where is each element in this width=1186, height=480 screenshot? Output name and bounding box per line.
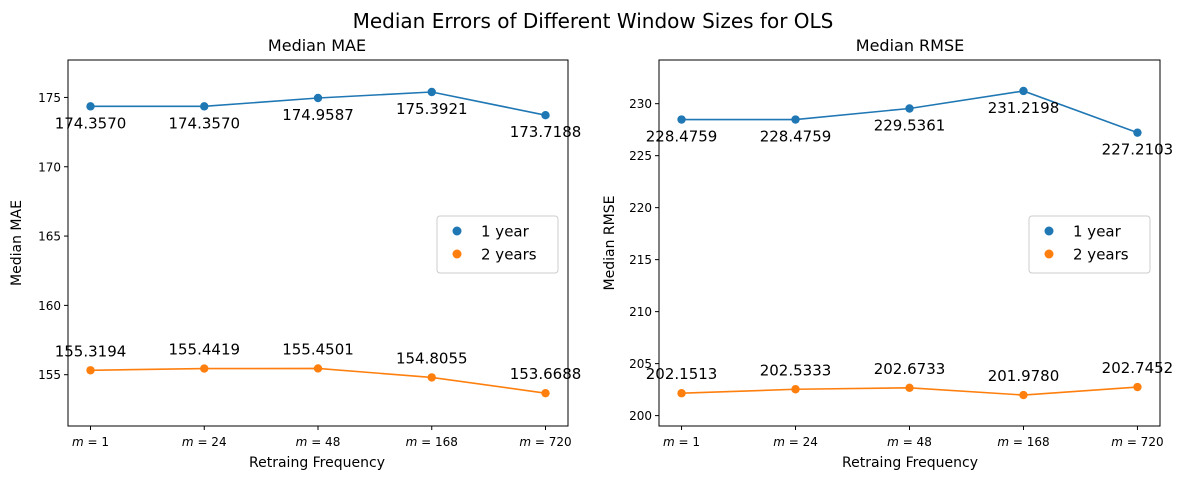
mae-xtick-label: m = 24 (182, 435, 227, 449)
subplot-rmse: Median RMSE Retraing Frequency Median RM… (602, 36, 1173, 471)
rmse-series-2-point (791, 385, 800, 394)
mae-legend: 1 year 2 years (436, 215, 559, 274)
rmse-legend-marker (1044, 226, 1054, 236)
rmse-series-2-point (905, 383, 914, 393)
mae-xtick-label: m = 48 (296, 435, 341, 449)
rmse-series-1-data-label: 231.2198 (988, 99, 1060, 117)
mae-xtick-label: m = 168 (406, 435, 458, 449)
rmse-series-1-point (791, 115, 800, 124)
mae-plot-area: 155 160 165 170 175 m = 1 m = 24 m = 48 m = 168 m… (38, 59, 582, 449)
rmse-xtick-label: m = 720 (1111, 435, 1163, 449)
mae-ytick-label: 165 (38, 230, 61, 244)
mae-ytick-label: 155 (38, 368, 61, 382)
mae-legend-box (436, 215, 559, 274)
rmse-series-1-point (1133, 128, 1142, 137)
rmse-series-1-data-label: 228.4759 (646, 128, 718, 146)
mae-legend-marker (452, 226, 462, 236)
mae-series-1-point (313, 93, 323, 103)
rmse-xtick-label: m = 168 (997, 435, 1049, 449)
mae-title: Median MAE (268, 36, 366, 55)
mae-series-1-data-label: 173.7188 (510, 123, 582, 141)
mae-series-2-point (427, 373, 436, 382)
rmse-series-1-data-label: 227.2103 (1102, 141, 1174, 159)
rmse-series-2-data-label: 201.9780 (988, 367, 1060, 385)
rmse-legend-label: 1 year (1073, 223, 1122, 241)
rmse-legend-label: 2 years (1073, 246, 1129, 264)
mae-ytick-label: 175 (38, 91, 61, 105)
mae-series-2-point (313, 364, 323, 373)
mae-series-1-point (200, 102, 209, 111)
mae-xtick-label: m = 720 (519, 435, 571, 449)
rmse-series-2-data-label: 202.6733 (874, 360, 946, 378)
mae-series-2-point (541, 388, 550, 398)
mae-series-2-data-label: 155.4419 (168, 341, 240, 359)
rmse-series-2-point (1133, 382, 1142, 392)
rmse-xtick-label: m = 1 (663, 435, 700, 449)
mae-series-1-point (427, 87, 436, 97)
rmse-series-1-point (905, 104, 914, 113)
mae-series-1-data-label: 174.3570 (55, 114, 127, 132)
mae-ytick-label: 170 (38, 160, 61, 174)
mae-series-1-point (541, 110, 550, 120)
rmse-ylabel: Median RMSE (602, 196, 618, 291)
rmse-xtick-label: m = 24 (773, 435, 818, 449)
mae-xlabel: Retraing Frequency (249, 455, 385, 471)
rmse-ytick-label: 210 (629, 305, 652, 319)
mae-xtick-label: m = 1 (72, 435, 109, 449)
rmse-title: Median RMSE (856, 36, 964, 55)
mae-series-2-data-label: 155.4501 (282, 340, 354, 358)
mae-series-1-data-label: 174.3570 (168, 114, 240, 132)
rmse-series-1-data-label: 229.5361 (874, 116, 946, 134)
rmse-series-1-data-label: 228.4759 (760, 128, 832, 146)
rmse-ytick-label: 225 (629, 149, 652, 163)
mae-series-1-data-label: 175.3921 (396, 100, 468, 118)
rmse-series-2-data-label: 202.5333 (760, 361, 832, 379)
mae-series-1-data-label: 174.9587 (282, 106, 354, 124)
rmse-ytick-label: 205 (629, 357, 652, 371)
rmse-series-1-point (677, 115, 686, 124)
mae-series-2-point (200, 364, 209, 373)
rmse-xtick-label: m = 48 (887, 435, 932, 449)
rmse-series-2-data-label: 202.7452 (1102, 359, 1174, 377)
mae-ylabel: Median MAE (9, 200, 25, 286)
rmse-series-1-point (1019, 86, 1028, 96)
rmse-ytick-label: 230 (629, 97, 652, 111)
rmse-xlabel: Retraing Frequency (842, 455, 978, 471)
mae-series-1-point (86, 102, 95, 111)
mae-series-2-point (86, 366, 95, 375)
mae-series-2-data-label: 155.3194 (55, 342, 127, 360)
rmse-ytick-label: 215 (629, 253, 652, 267)
rmse-series-2-data-label: 202.1513 (646, 365, 718, 383)
subplot-mae: Median MAE Retraing Frequency Median MAE… (9, 36, 581, 471)
mae-series-2-data-label: 154.8055 (396, 349, 468, 367)
rmse-series-2-point (677, 389, 686, 398)
mae-legend-label: 2 years (481, 246, 537, 264)
figure-suptitle: Median Errors of Different Window Sizes … (353, 9, 834, 33)
mae-legend-label: 1 year (481, 223, 530, 241)
mae-series-2-data-label: 153.6688 (510, 365, 582, 383)
mae-ytick-label: 160 (38, 299, 61, 313)
rmse-legend: 1 year 2 years (1028, 215, 1151, 274)
mae-legend-marker (452, 249, 462, 259)
rmse-ytick-label: 220 (629, 201, 652, 215)
rmse-series-2-point (1019, 390, 1028, 400)
rmse-legend-marker (1044, 249, 1054, 259)
rmse-legend-box (1028, 215, 1151, 274)
rmse-plot-area: 200 205 210 215 220 225 230 m = 1 m = 24 m = 48 m … (629, 59, 1174, 449)
rmse-ytick-label: 200 (629, 409, 652, 423)
